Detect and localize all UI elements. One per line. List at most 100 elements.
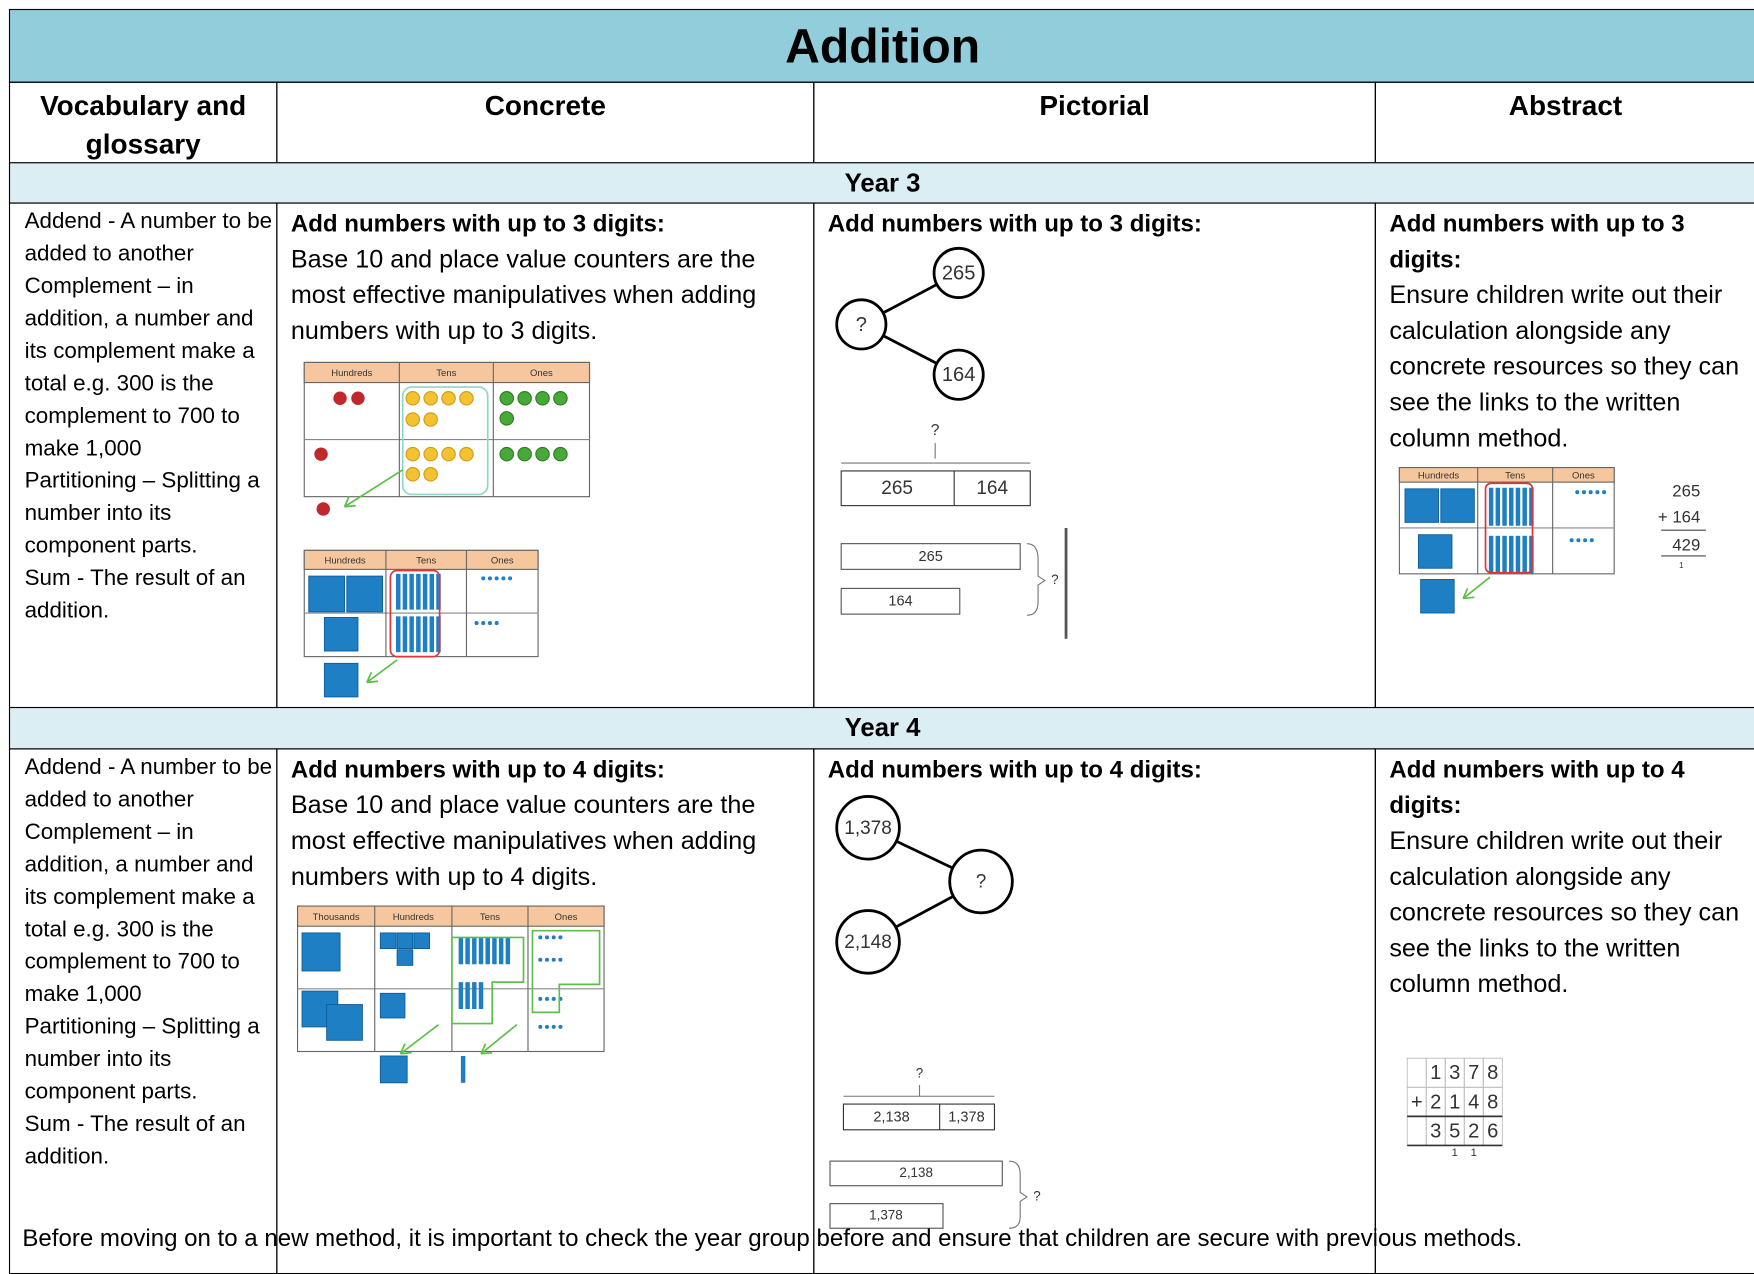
diagram-circle <box>558 935 563 940</box>
concrete-text: Base 10 and place value counters are the… <box>290 244 757 345</box>
diagram-box <box>1440 488 1475 523</box>
diagram-box <box>379 992 406 1019</box>
diagram-box <box>308 575 345 613</box>
diagram-circle <box>314 447 328 461</box>
diagram-box <box>472 937 477 965</box>
abstract-cell: Add numbers with up to 4 digits: Ensure c… <box>1374 748 1754 1274</box>
diagram-circle <box>499 411 515 426</box>
diagram-label: 3 <box>1449 1062 1460 1084</box>
diagram-circle <box>501 576 506 581</box>
title-cell: Addition <box>8 8 1754 83</box>
heading: Add numbers with up to 3 digits: <box>827 210 1202 238</box>
diagram-circle <box>544 935 550 940</box>
diagram-box <box>395 616 401 653</box>
diagram-circle <box>1589 538 1594 543</box>
heading: Add numbers with up to 4 digits: <box>290 756 665 784</box>
diagram-label: 1 <box>1471 1147 1477 1159</box>
grouping <box>1484 482 1534 574</box>
diagram-circle <box>558 1024 563 1029</box>
diagram-circle <box>405 446 421 462</box>
diagram-label: 164 <box>888 594 912 610</box>
vocabulary-entry: Partitioning – Splitting a number into i… <box>24 1014 260 1105</box>
diagram-label: Ones <box>530 368 553 379</box>
diagram-label: ? <box>1033 1188 1040 1203</box>
diagram-box <box>458 937 464 965</box>
grouping <box>451 936 525 1025</box>
diagram-label: 2,148 <box>844 932 892 953</box>
diagram-label: 265 <box>942 262 976 284</box>
diagram-box <box>1502 535 1507 574</box>
diagram-circle <box>948 848 1014 915</box>
diagram-label: 1,378 <box>869 1207 903 1222</box>
diagram-box <box>436 573 441 610</box>
heading: Add numbers with up to 4 digits: <box>1389 756 1685 819</box>
diagram-box <box>1406 1057 1427 1088</box>
diagram-circle <box>405 467 421 482</box>
diagram-box <box>436 616 441 653</box>
vocabulary-entry: Sum - The result of an addition. <box>24 1111 246 1169</box>
footer-note: Before moving on to a new method, it is … <box>22 1224 1523 1252</box>
diagram-label: 3 <box>1430 1120 1441 1142</box>
diagram-circle <box>538 996 543 1001</box>
diagram-circle <box>333 391 347 405</box>
diagram-circle <box>499 390 515 406</box>
diagram-circle <box>538 957 543 962</box>
diagram-circle <box>551 1024 556 1029</box>
diagram-box <box>429 616 435 653</box>
diagram-circle <box>932 246 985 299</box>
diagram-circle <box>487 576 492 581</box>
diagram-circle <box>481 621 486 626</box>
diagram-label: 2,138 <box>899 1165 933 1180</box>
diagram-box <box>1515 487 1521 526</box>
diagram-label: + 164 <box>1658 507 1700 526</box>
diagram-box <box>409 573 414 610</box>
diagram-label: 1,378 <box>948 1109 984 1125</box>
diagram-circle <box>441 390 456 406</box>
diagram-box <box>395 573 401 610</box>
diagram-box <box>478 937 484 965</box>
diagram-circle <box>1581 490 1586 495</box>
grouping <box>531 929 601 1014</box>
diagram-label: ? <box>856 314 867 336</box>
diagram-circle <box>1576 538 1581 543</box>
diagram-box <box>1502 487 1507 526</box>
diagram-line <box>344 469 404 508</box>
diagram-circle <box>423 467 438 482</box>
diagram-box <box>1529 535 1534 574</box>
diagram-line <box>399 1023 440 1055</box>
diagram-label: Hundreds <box>331 368 372 379</box>
diagram-circle <box>544 957 550 962</box>
vocabulary-entry: Addend - A number to be added to another <box>24 755 273 813</box>
diagram-box <box>379 932 397 950</box>
diagram-circle <box>459 446 474 462</box>
vocabulary-entry: Complement – in addition, a number and i… <box>24 274 255 461</box>
diagram-line <box>480 1024 518 1055</box>
diagram-box <box>1515 535 1521 574</box>
diagram-label: Thousands <box>313 912 360 923</box>
diagram-circle <box>351 391 365 405</box>
diagram-box <box>472 982 477 1009</box>
diagram-box <box>460 1055 466 1083</box>
concrete-text: Base 10 and place value counters are the… <box>290 790 757 891</box>
diagram-label: 2,138 <box>873 1109 909 1125</box>
diagram-circle <box>1602 490 1607 495</box>
diagram-line <box>366 680 379 684</box>
diagram-label: 265 <box>1672 482 1700 501</box>
diagram-box <box>478 982 484 1009</box>
diagram-box <box>1398 467 1615 483</box>
diagram-label: 265 <box>881 478 913 499</box>
diagram-box <box>1495 487 1501 526</box>
diagram-label: 164 <box>976 478 1008 499</box>
brace <box>1008 1160 1028 1229</box>
diagram-box <box>402 616 408 653</box>
diagram-box <box>1522 535 1527 574</box>
diagram-circle <box>538 1024 543 1029</box>
diagram-box <box>1406 1115 1427 1146</box>
diagram-line <box>366 659 398 684</box>
diagram-circle <box>544 996 550 1001</box>
diagram-label: 8 <box>1487 1062 1498 1084</box>
diagram-circle <box>835 909 901 975</box>
diagram-label: + <box>1411 1091 1423 1113</box>
concrete-cell: Add numbers with up to 3 digits: Base 10 … <box>276 202 815 709</box>
